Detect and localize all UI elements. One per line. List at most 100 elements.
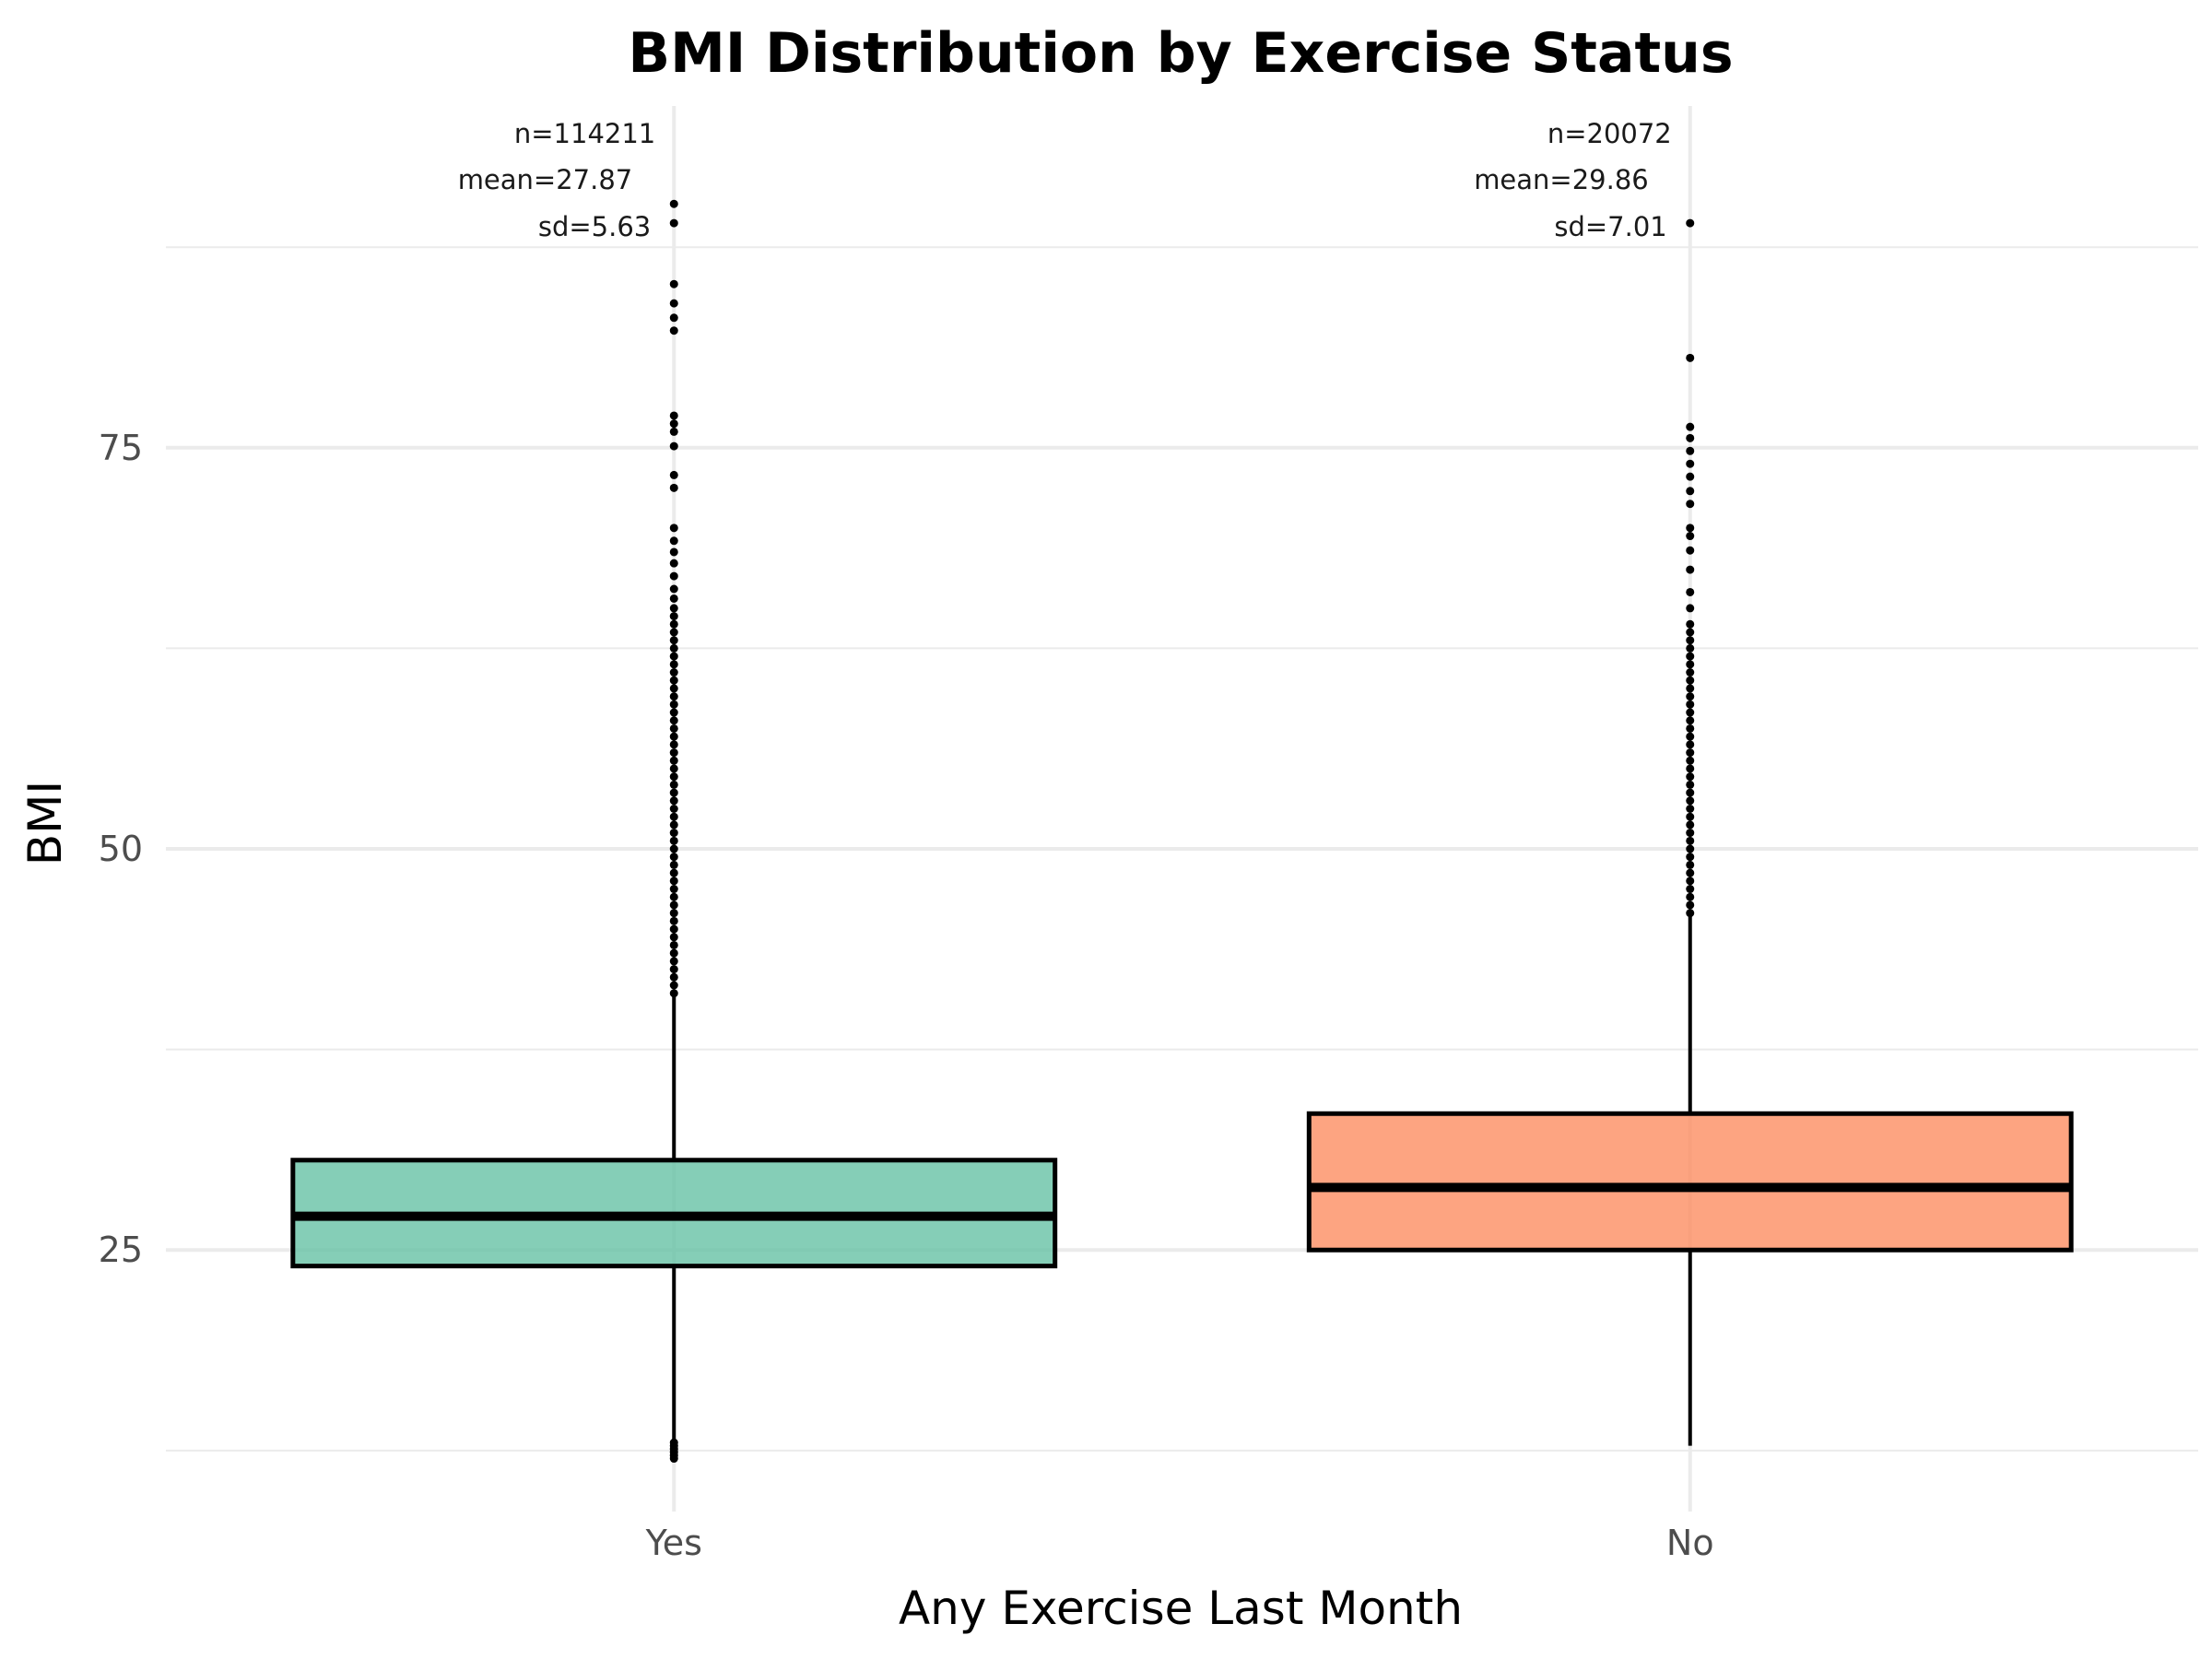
annotation-n: n=114211	[514, 118, 655, 149]
outlier-point	[669, 559, 678, 568]
annotation-sd: sd=7.01	[1554, 211, 1666, 242]
outlier-point	[1686, 619, 1695, 629]
y-axis-ticks: 25 50 75	[99, 428, 143, 1270]
outlier-point	[669, 470, 678, 479]
outlier-point	[1686, 748, 1695, 758]
outlier-point	[669, 756, 678, 765]
outlier-point	[1686, 652, 1695, 661]
outlier-point	[1686, 433, 1695, 442]
outlier-point	[1686, 604, 1695, 613]
y-tick-label: 75	[99, 428, 143, 468]
annotation-n: n=20072	[1547, 118, 1672, 149]
outlier-point	[1686, 820, 1695, 830]
outlier-point	[669, 796, 678, 806]
outlier-point	[669, 740, 678, 749]
outlier-point	[669, 692, 678, 701]
outlier-point	[1686, 900, 1695, 910]
outlier-point	[1686, 565, 1695, 574]
outlier-point	[1686, 805, 1695, 813]
outlier-point	[669, 948, 678, 958]
outlier-point	[669, 660, 678, 669]
outlier-point	[669, 326, 678, 335]
outlier-point	[669, 676, 678, 685]
outlier-point	[669, 218, 678, 228]
x-tick-label: Yes	[645, 1523, 702, 1563]
outlier-point	[1686, 700, 1695, 709]
outlier-point	[669, 628, 678, 637]
outlier-point	[1686, 812, 1695, 821]
outlier-point	[1686, 660, 1695, 669]
outlier-point	[1686, 868, 1695, 877]
outlier-point	[1686, 472, 1695, 481]
outlier-point	[669, 604, 678, 613]
outlier-point	[669, 933, 678, 942]
outlier-point	[1686, 487, 1695, 496]
outlier-point	[1686, 643, 1695, 653]
outlier-point	[1686, 708, 1695, 717]
outlier-point	[669, 724, 678, 733]
outlier-point	[669, 732, 678, 741]
outlier-point	[1686, 532, 1695, 541]
outlier-point	[1686, 446, 1695, 455]
outlier-point	[669, 820, 678, 830]
outlier-point	[669, 584, 678, 594]
outlier-point	[1686, 756, 1695, 765]
outlier-point	[669, 860, 678, 869]
outlier-point	[669, 853, 678, 862]
outlier-point	[669, 279, 678, 288]
outlier-point	[669, 981, 678, 990]
outlier-point	[669, 636, 678, 645]
outlier-point	[669, 989, 678, 998]
outlier-point	[669, 571, 678, 581]
outlier-point	[669, 716, 678, 725]
outlier-point	[1686, 422, 1695, 431]
annotation-sd: sd=5.63	[538, 211, 651, 242]
x-axis-ticks: Yes No	[645, 1523, 1714, 1563]
outlier-point	[669, 772, 678, 782]
outlier-point	[1686, 692, 1695, 701]
outlier-point	[669, 892, 678, 901]
outlier-point	[669, 313, 678, 323]
y-tick-label: 25	[99, 1230, 143, 1270]
outlier-point	[669, 700, 678, 709]
x-axis-title: Any Exercise Last Month	[899, 1582, 1463, 1635]
outlier-point	[669, 483, 678, 492]
outlier-point	[669, 829, 678, 838]
outlier-point	[669, 924, 678, 934]
iqr-box	[1306, 1111, 2074, 1253]
outlier-point	[1686, 772, 1695, 782]
outlier-point	[1686, 459, 1695, 468]
outlier-point	[1686, 500, 1695, 509]
outlier-point	[1686, 716, 1695, 725]
outlier-point	[1686, 892, 1695, 901]
outlier-point	[1686, 724, 1695, 733]
outlier-point	[1686, 524, 1695, 533]
outlier-point	[1686, 877, 1695, 886]
outlier-point	[669, 299, 678, 308]
outlier-point	[1686, 796, 1695, 806]
outlier-point	[669, 1438, 678, 1447]
outlier-point	[669, 668, 678, 677]
outlier-point	[1686, 546, 1695, 555]
outlier-point	[669, 684, 678, 693]
outlier-point	[669, 524, 678, 533]
outlier-point	[1686, 684, 1695, 693]
outlier-point	[669, 619, 678, 629]
chart-title: BMI Distribution by Exercise Status	[628, 21, 1733, 86]
outlier-point	[669, 900, 678, 910]
outlier-point	[669, 877, 678, 886]
boxes	[290, 199, 2074, 1464]
y-tick-label: 50	[99, 829, 143, 869]
outlier-point	[669, 868, 678, 877]
box-group-no	[1306, 218, 2074, 1446]
outlier-point	[669, 940, 678, 949]
outlier-point	[669, 780, 678, 789]
outlier-point	[1686, 860, 1695, 869]
outlier-point	[1686, 732, 1695, 741]
outlier-point	[669, 957, 678, 966]
outlier-point	[669, 909, 678, 918]
outlier-point	[669, 652, 678, 661]
box-group-yes	[290, 199, 1058, 1464]
outlier-point	[1686, 636, 1695, 645]
